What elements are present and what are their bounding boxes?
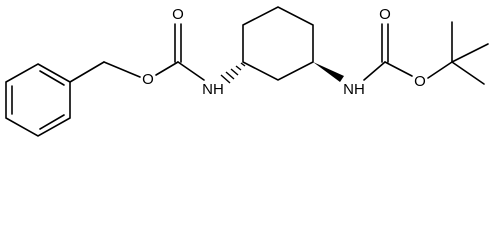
bond [427, 61, 453, 79]
wedge-bond [313, 62, 344, 82]
bond [103, 61, 141, 78]
bond [384, 61, 413, 77]
atom-label: O [379, 6, 391, 23]
atom-label: O [172, 6, 184, 23]
methyl [451, 43, 489, 63]
bonds [5, 6, 489, 137]
atom-label: NH [202, 81, 224, 98]
atom-label: O [142, 71, 154, 88]
atom-label: O [414, 73, 426, 90]
methyl [451, 61, 485, 85]
bond [363, 61, 386, 81]
bond [69, 61, 105, 83]
structure: O O NH NH O O [5, 6, 489, 137]
double-bond [39, 70, 65, 86]
atom-label: NH [343, 81, 365, 98]
double-bond [39, 114, 65, 130]
bond [177, 61, 205, 81]
hashed-bond [220, 62, 246, 84]
cyclohexane-ring [242, 6, 314, 81]
bond [155, 61, 179, 76]
benzene-ring [5, 63, 71, 137]
